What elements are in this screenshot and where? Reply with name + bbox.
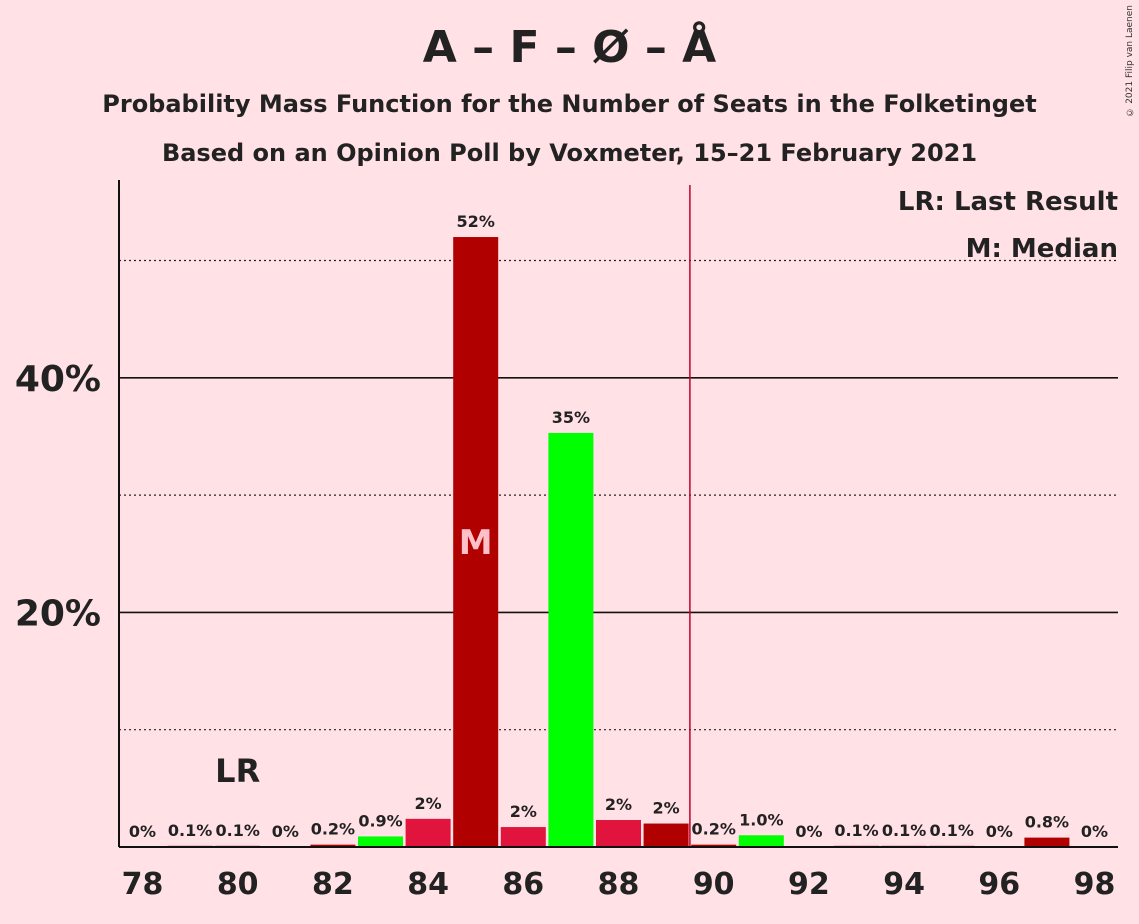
bar-value-label: 2% — [605, 795, 632, 814]
chart-title: A – F – Ø – Å — [422, 22, 717, 73]
bar-value-label: 0.1% — [216, 821, 260, 840]
bar-value-label: 0.8% — [1025, 813, 1069, 832]
x-tick-label: 94 — [883, 867, 925, 902]
bar-value-label: 0.9% — [358, 811, 402, 830]
median-marker: M — [459, 523, 493, 563]
bar-value-label: 0.1% — [168, 821, 212, 840]
legend-last-result: LR: Last Result — [898, 187, 1118, 217]
bar-value-label: 0.2% — [311, 820, 355, 839]
x-tick-label: 92 — [788, 867, 830, 902]
bar — [358, 836, 403, 847]
bar-value-label: 0% — [795, 822, 822, 841]
x-tick-label: 82 — [312, 867, 354, 902]
bar-value-label: 0.2% — [692, 820, 736, 839]
x-tick-label: 96 — [978, 867, 1020, 902]
x-tick-label: 78 — [122, 867, 164, 902]
bar-value-label: 0% — [272, 822, 299, 841]
last-result-marker: LR — [215, 752, 260, 790]
x-tick-label: 84 — [407, 867, 449, 902]
x-tick-label: 90 — [693, 867, 735, 902]
bar-value-label: 0% — [1081, 822, 1108, 841]
bar-value-label: 0% — [986, 822, 1013, 841]
y-tick-label: 20% — [15, 593, 101, 634]
bar-value-label: 35% — [552, 408, 590, 427]
bar-value-label: 0.1% — [834, 821, 878, 840]
bar — [596, 820, 641, 847]
bar-value-label: 0.1% — [930, 821, 974, 840]
bar-value-label: 1.0% — [739, 810, 783, 829]
x-tick-label: 80 — [217, 867, 259, 902]
bar-value-label: 0.1% — [882, 821, 926, 840]
bar — [691, 844, 737, 847]
bar-value-label: 2% — [653, 799, 680, 818]
bar-value-label: 2% — [415, 794, 442, 813]
bar — [548, 432, 594, 847]
x-tick-label: 88 — [598, 867, 640, 902]
x-tick-label: 98 — [1074, 867, 1116, 902]
chart-subtitle-2: Based on an Opinion Poll by Voxmeter, 15… — [161, 139, 978, 167]
bar — [310, 844, 356, 847]
bar — [453, 237, 499, 848]
bar-value-label: 52% — [457, 212, 495, 231]
y-tick-label: 40% — [15, 359, 101, 400]
bar-value-label: 0% — [129, 822, 156, 841]
bar — [1024, 837, 1070, 847]
legend-median: M: Median — [966, 234, 1118, 264]
x-tick-label: 86 — [502, 867, 544, 902]
chart-subtitle-1: Probability Mass Function for the Number… — [102, 90, 1037, 118]
bar — [500, 827, 546, 847]
bar — [405, 818, 451, 847]
bar — [643, 823, 689, 847]
bar-value-label: 2% — [510, 802, 537, 821]
bar — [738, 835, 784, 847]
